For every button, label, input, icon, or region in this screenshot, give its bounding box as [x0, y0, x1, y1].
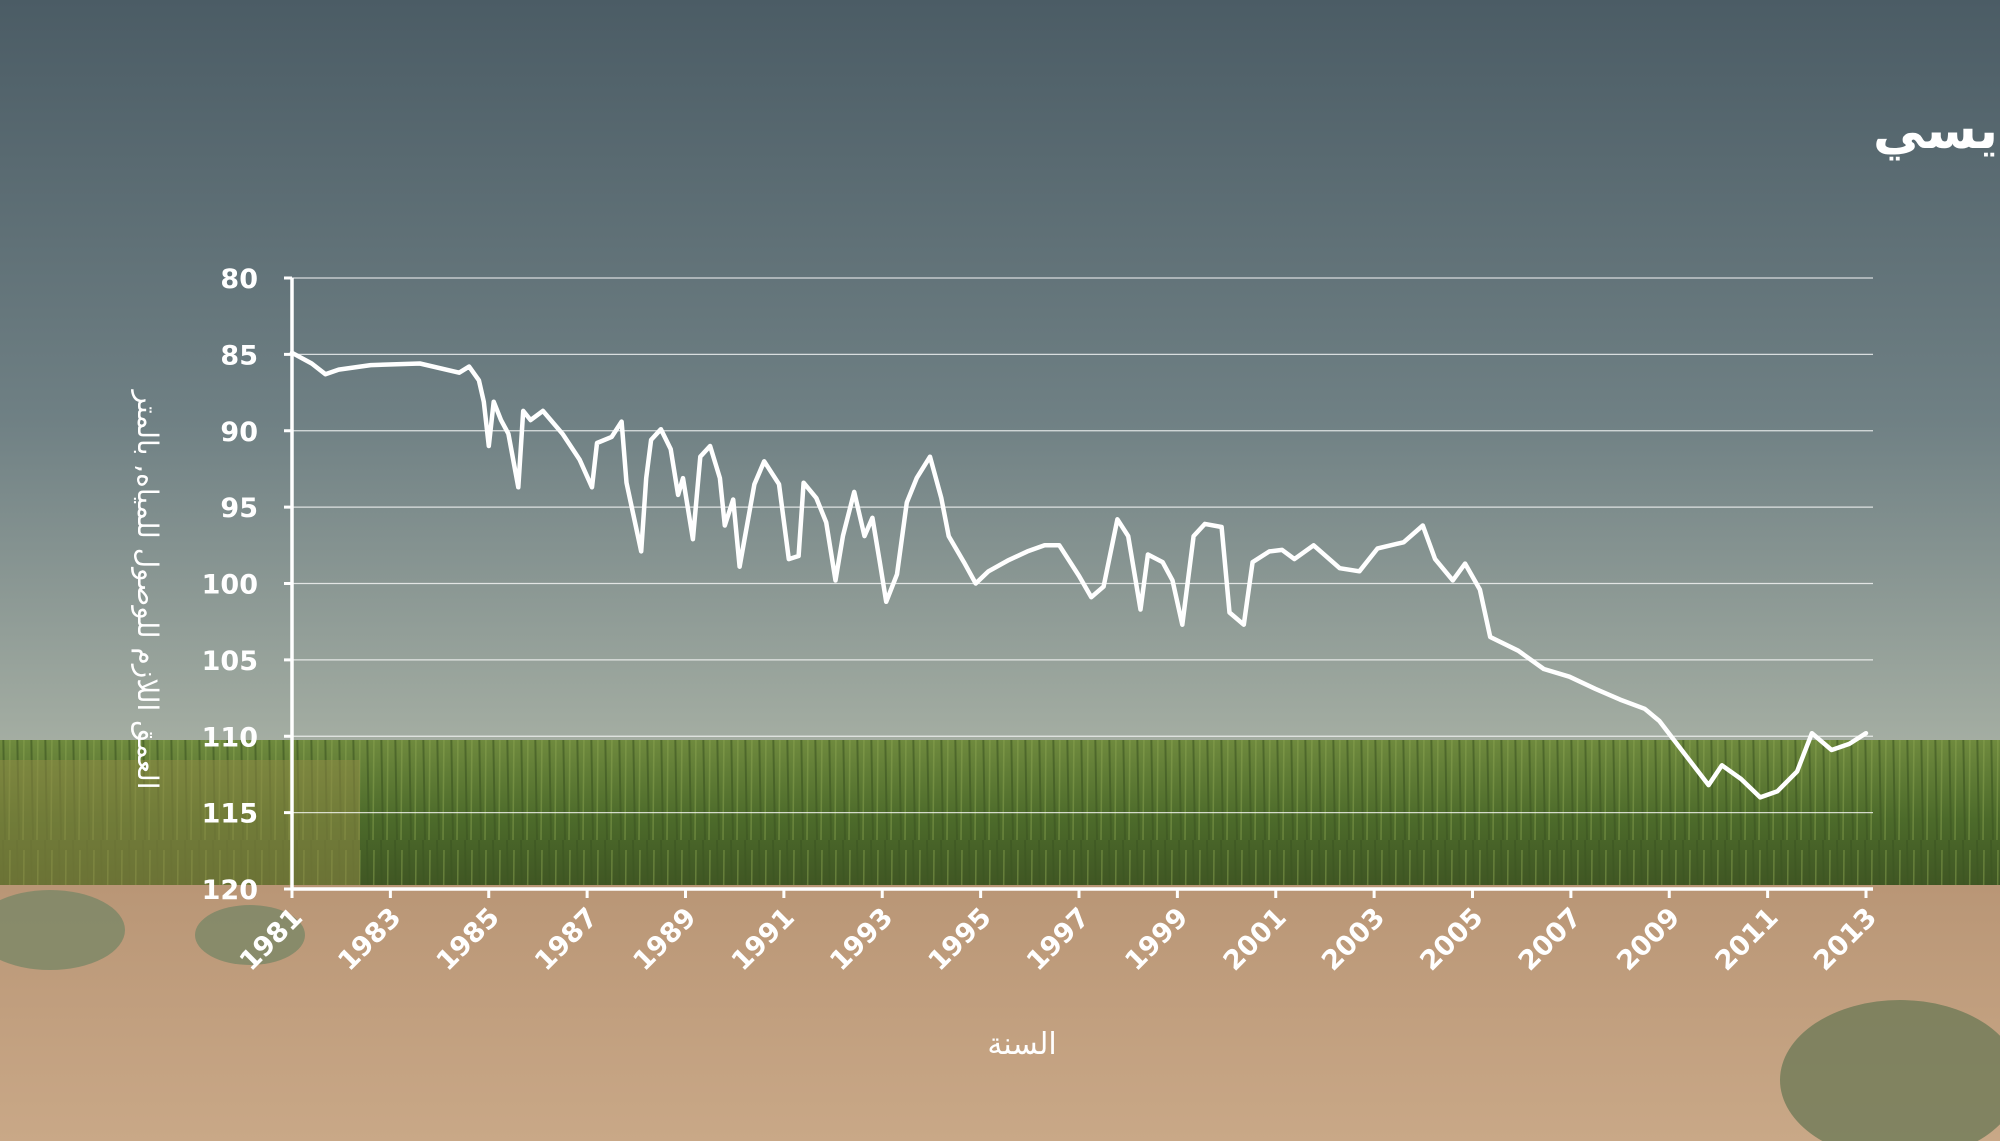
y-axis-label: العمق اللازم للوصول للمياه, بالمتر: [131, 388, 164, 789]
y-tick-label: 120: [202, 875, 258, 906]
chart-title: مستويات المياه الجوفية في بئر سهل الصوان…: [1873, 101, 2000, 161]
data-line: [289, 350, 1869, 800]
y-tick-label: 110: [202, 722, 258, 753]
y-tick-label: 80: [220, 264, 258, 295]
x-axis-label: السنة: [987, 1027, 1056, 1062]
y-tick-label: 115: [202, 799, 258, 830]
y-tick-label: 85: [220, 340, 258, 371]
y-tick-label: 95: [220, 493, 258, 524]
y-tick-label: 90: [220, 417, 258, 448]
y-tick-label: 100: [202, 570, 258, 601]
y-tick-label: 105: [202, 646, 258, 677]
